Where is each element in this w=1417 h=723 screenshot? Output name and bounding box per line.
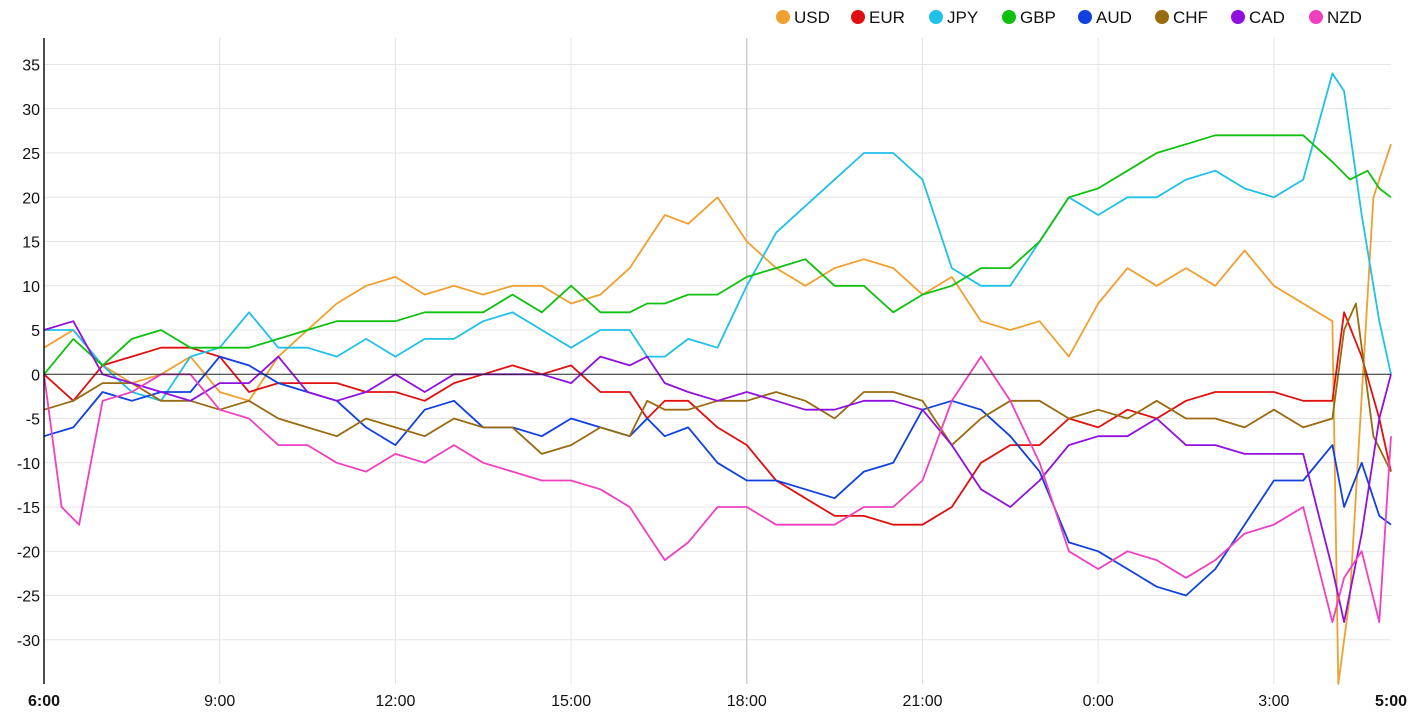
legend-label: GBP — [1020, 8, 1056, 27]
legend-label: CAD — [1249, 8, 1285, 27]
legend-label: EUR — [869, 8, 905, 27]
legend-item-usd[interactable]: USD — [776, 8, 830, 27]
legend-item-aud[interactable]: AUD — [1078, 8, 1132, 27]
legend-item-nzd[interactable]: NZD — [1309, 8, 1362, 27]
grid-layer — [44, 38, 1391, 684]
legend-label: CHF — [1173, 8, 1208, 27]
series-line-nzd — [43, 355, 1392, 623]
x-tick-label: 12:00 — [375, 693, 415, 710]
series-line-aud — [43, 355, 1392, 597]
y-tick-label: 5 — [31, 323, 40, 340]
legend-item-eur[interactable]: EUR — [851, 8, 905, 27]
legend-label: JPY — [947, 8, 978, 27]
y-tick-label: -5 — [26, 412, 40, 429]
legend-label: NZD — [1327, 8, 1362, 27]
y-tick-label: -25 — [17, 589, 40, 606]
series-line-cad — [43, 320, 1392, 623]
y-tick-label: -20 — [17, 544, 40, 561]
x-tick-label: 9:00 — [204, 693, 235, 710]
x-tick-label: 3:00 — [1258, 693, 1289, 710]
y-tick-label: 35 — [22, 58, 40, 75]
x-tick-label: 18:00 — [727, 693, 767, 710]
legend-swatch — [1155, 10, 1169, 24]
legend-label: USD — [794, 8, 830, 27]
x-tick-label: 21:00 — [902, 693, 942, 710]
x-tick-label: 6:00 — [28, 693, 60, 710]
series-layer — [43, 72, 1392, 685]
x-tick-label: 5:00 — [1375, 693, 1407, 710]
y-tick-label: -30 — [17, 633, 40, 650]
y-tick-label: 0 — [31, 367, 40, 384]
series-line-eur — [43, 311, 1392, 526]
legend-swatch — [1231, 10, 1245, 24]
legend-label: AUD — [1096, 8, 1132, 27]
legend-swatch — [851, 10, 865, 24]
y-tick-label: -15 — [17, 500, 40, 517]
axis-layer: 35 30 25 20 15 10 5 0 -5 -10 -15 -20 -25 -30 6:00 9:00 1… — [17, 38, 1407, 710]
legend-swatch — [929, 10, 943, 24]
legend-swatch — [776, 10, 790, 24]
x-tick-label: 0:00 — [1083, 693, 1114, 710]
x-tick-label: 15:00 — [551, 693, 591, 710]
legend-item-chf[interactable]: CHF — [1155, 8, 1208, 27]
y-tick-label: 30 — [22, 102, 40, 119]
y-tick-label: -10 — [17, 456, 40, 473]
y-tick-label: 15 — [22, 235, 40, 252]
legend-swatch — [1309, 10, 1323, 24]
legend-item-gbp[interactable]: GBP — [1002, 8, 1056, 27]
series-line-jpy — [44, 72, 1392, 402]
legend-item-jpy[interactable]: JPY — [929, 8, 978, 27]
series-line-gbp — [43, 134, 1392, 375]
y-tick-label: 10 — [22, 279, 40, 296]
y-tick-label: 25 — [22, 146, 40, 163]
legend-item-cad[interactable]: CAD — [1231, 8, 1285, 27]
legend[interactable]: USD EUR JPY GBP AUD CHF CAD NZD — [776, 8, 1362, 27]
series-line-usd — [43, 143, 1392, 685]
y-tick-label: 20 — [22, 190, 40, 207]
legend-swatch — [1078, 10, 1092, 24]
series-line-chf — [43, 302, 1392, 473]
legend-swatch — [1002, 10, 1016, 24]
